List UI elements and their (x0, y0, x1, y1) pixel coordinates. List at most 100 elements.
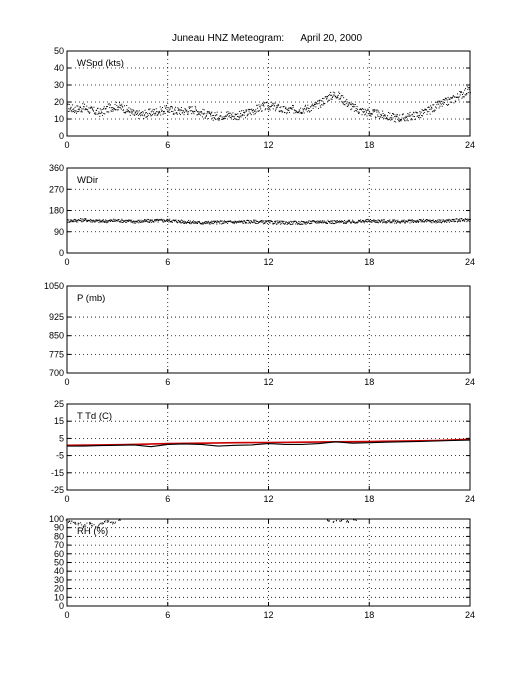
data-point (185, 222, 187, 224)
data-point (214, 112, 216, 114)
data-point (386, 117, 388, 119)
data-point (130, 110, 132, 112)
data-point (77, 524, 79, 526)
data-point (368, 219, 370, 221)
data-point (170, 105, 172, 107)
data-point (384, 221, 386, 223)
data-point (195, 221, 197, 223)
data-point (71, 220, 73, 222)
y-tick-label: 0 (59, 248, 64, 258)
data-point (123, 109, 125, 111)
data-point (457, 221, 458, 223)
data-point (79, 220, 81, 222)
data-point (252, 109, 254, 111)
data-point (448, 219, 450, 221)
data-point (289, 223, 291, 225)
data-point (374, 116, 376, 118)
data-point (98, 527, 100, 529)
data-point (100, 109, 102, 111)
data-point (149, 221, 151, 223)
data-point (126, 108, 128, 110)
data-point (387, 119, 389, 121)
data-point (120, 104, 122, 106)
y-tick-label: 0 (59, 131, 64, 141)
data-point (171, 106, 173, 108)
data-point (163, 110, 165, 112)
data-point (281, 110, 283, 112)
data-point (462, 96, 464, 98)
data-point (138, 110, 140, 112)
data-point (462, 220, 464, 222)
data-point (359, 221, 361, 223)
data-point (228, 115, 230, 117)
data-point (288, 222, 290, 224)
data-point (201, 112, 203, 114)
data-point (446, 103, 448, 105)
data-point (239, 220, 241, 222)
data-point (412, 220, 414, 222)
data-point (153, 111, 155, 113)
data-point (248, 108, 250, 110)
data-point (291, 221, 293, 223)
data-point (442, 219, 444, 221)
data-point (389, 219, 391, 221)
data-point (213, 220, 215, 222)
data-point (269, 109, 271, 111)
data-point (275, 221, 276, 223)
data-point (415, 220, 417, 222)
data-point (349, 220, 351, 222)
data-point (90, 221, 92, 223)
data-point (459, 218, 461, 220)
data-point (433, 104, 435, 106)
data-point (418, 221, 419, 223)
data-point (343, 97, 345, 99)
data-point (103, 220, 105, 222)
data-point (288, 109, 290, 111)
data-point (217, 220, 219, 222)
data-point (335, 220, 337, 222)
data-point (445, 221, 447, 223)
data-point (74, 220, 76, 222)
data-point (173, 113, 175, 115)
data-point (260, 108, 262, 110)
data-point (119, 221, 121, 223)
data-point (137, 219, 139, 221)
data-point (99, 108, 101, 110)
data-point (86, 220, 88, 222)
data-point (210, 115, 212, 117)
data-point (355, 108, 357, 110)
data-point (426, 109, 428, 111)
data-point (374, 219, 376, 221)
data-point (249, 112, 251, 114)
data-point (186, 221, 188, 223)
data-point (427, 220, 429, 222)
data-point (309, 220, 311, 222)
data-point (107, 519, 109, 521)
data-point (112, 220, 114, 222)
data-point (228, 112, 230, 114)
data-point (117, 109, 119, 111)
x-tick-label: 18 (364, 494, 374, 504)
data-point (342, 519, 344, 521)
data-point (84, 103, 86, 105)
data-point (134, 220, 136, 222)
data-point (121, 219, 123, 221)
data-point (98, 111, 100, 113)
data-point (91, 106, 93, 108)
data-point (383, 115, 385, 117)
data-point (247, 219, 249, 221)
data-point (242, 110, 244, 112)
data-point (132, 221, 133, 223)
data-point (452, 218, 454, 220)
data-point (131, 112, 133, 114)
y-tick-label: 50 (54, 558, 64, 568)
data-point (387, 220, 389, 222)
data-point (274, 222, 276, 224)
data-point (307, 104, 309, 106)
data-point (256, 222, 258, 224)
data-point (150, 115, 152, 117)
data-point (332, 220, 334, 222)
data-point (358, 220, 360, 222)
data-point (294, 220, 296, 222)
data-point (406, 119, 408, 121)
